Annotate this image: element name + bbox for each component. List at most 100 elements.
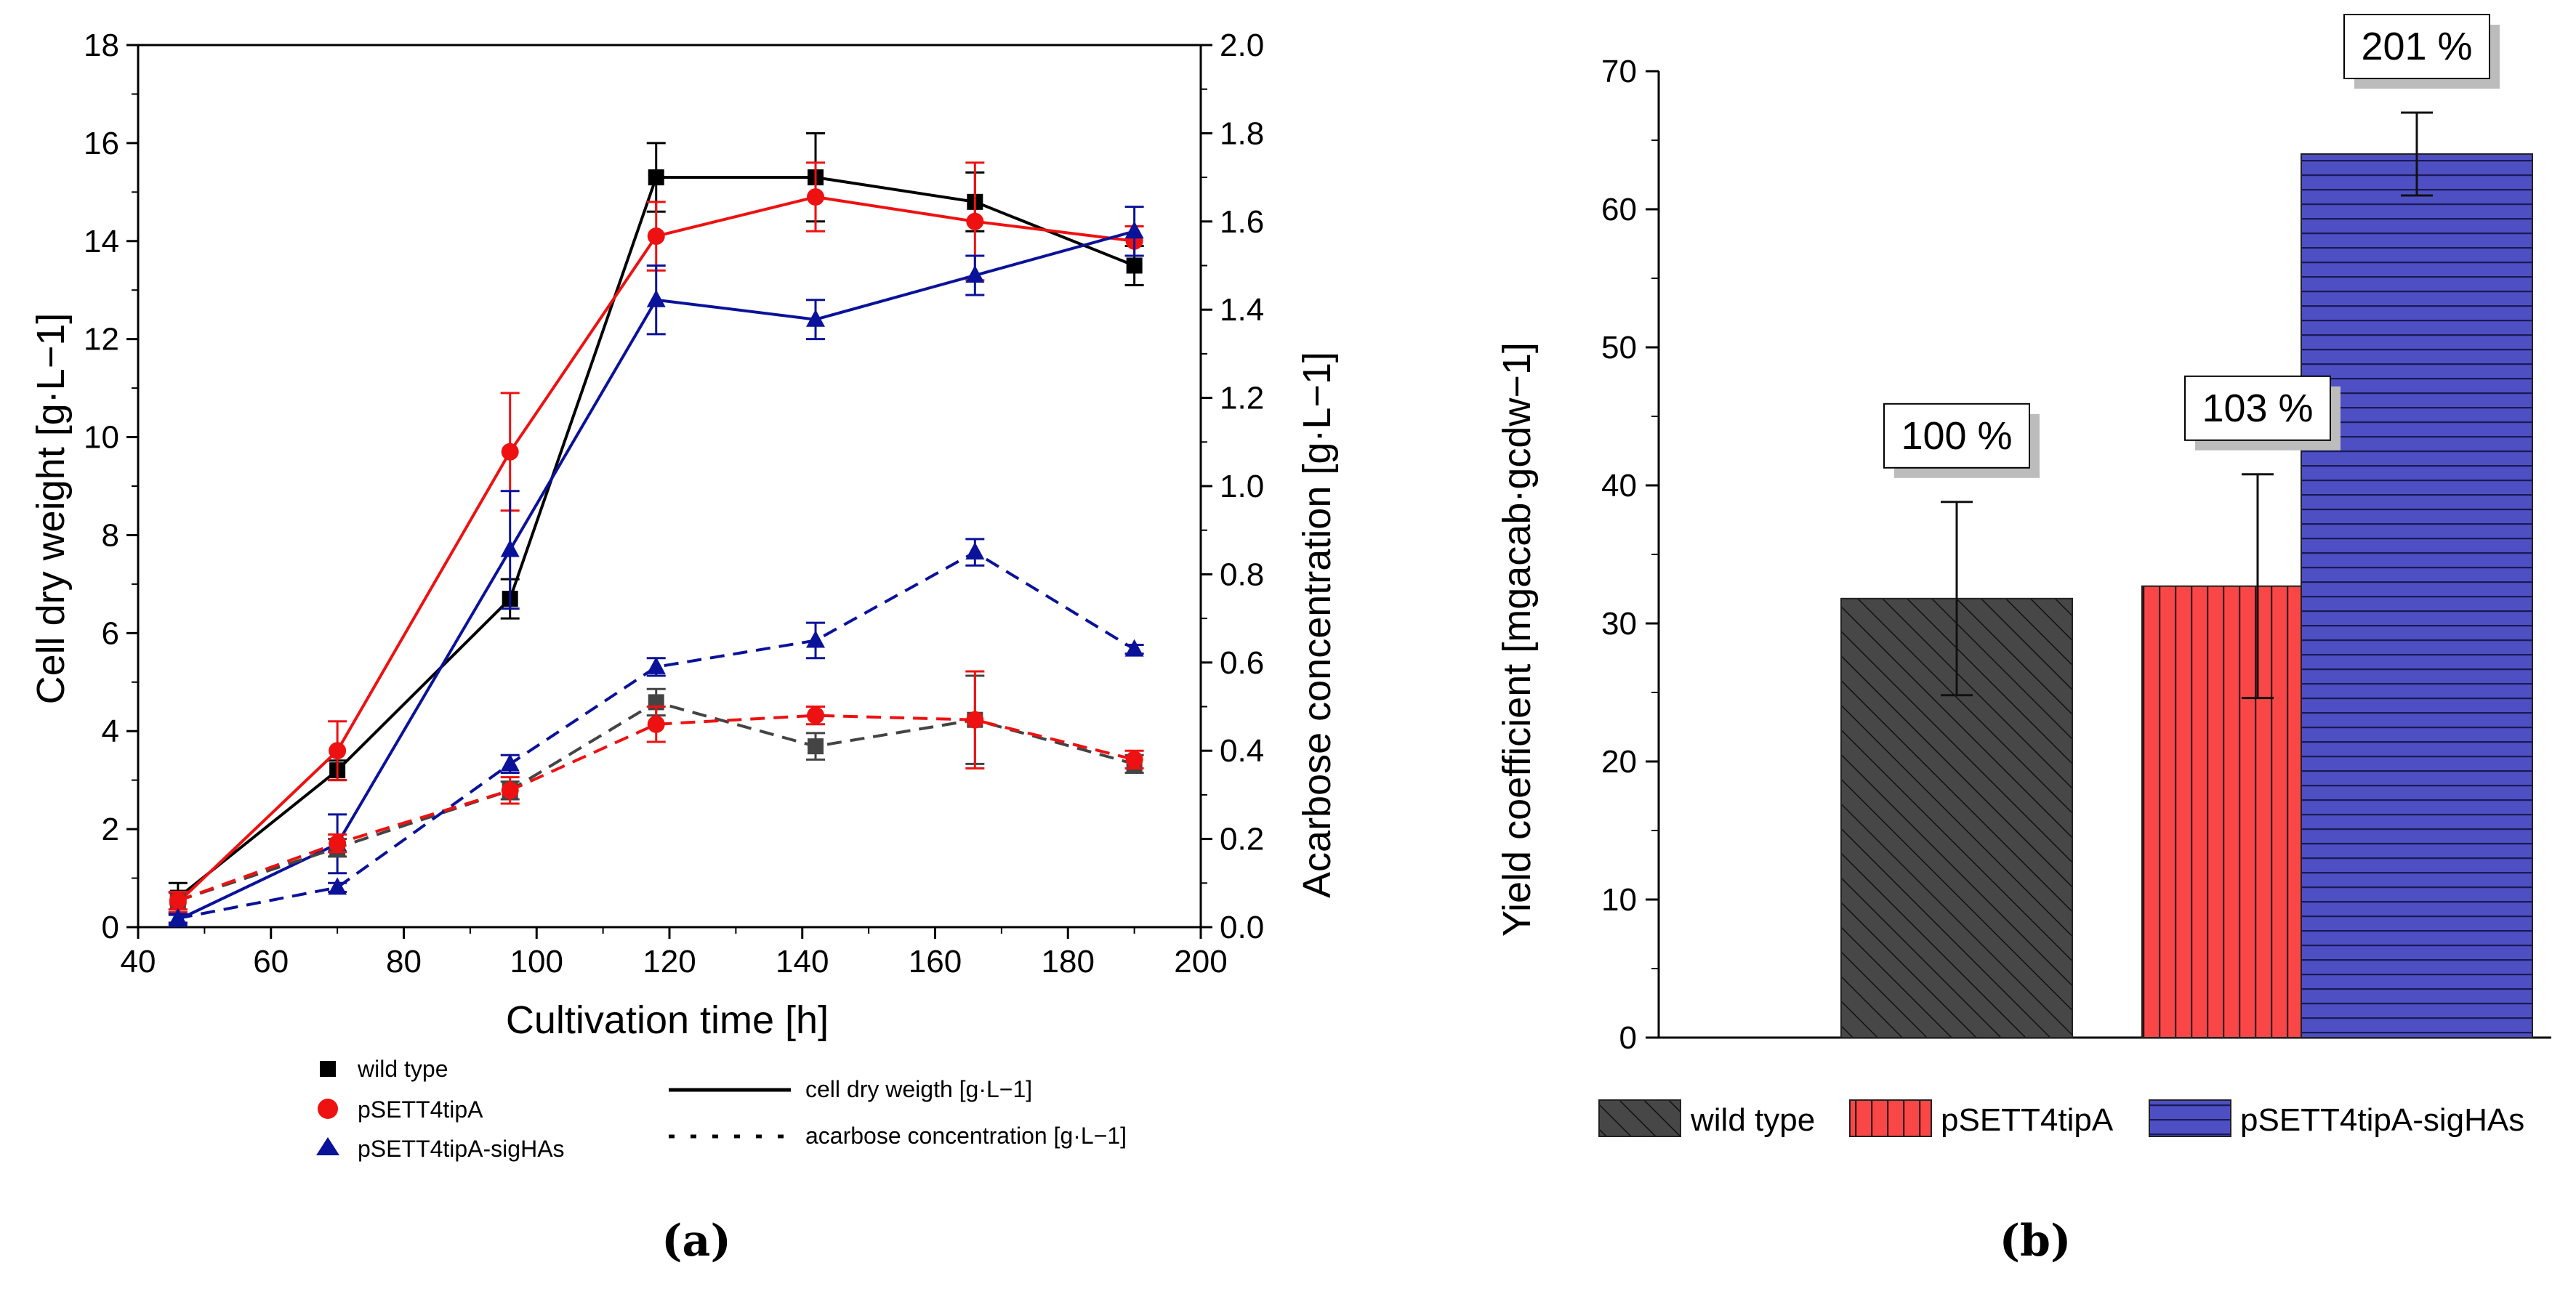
legend-b-tipA-label: pSETT4tipA	[1941, 1102, 2114, 1138]
panel-b-legend: wild type pSETT4tipA pSETT4tipA-sigHAs	[1598, 1099, 2524, 1138]
legend-wild-type-square-marker	[320, 1061, 336, 1077]
data-point-square	[808, 738, 824, 755]
series-acarbose-concentration-2	[168, 538, 1144, 926]
right-y-tick-label: 0.0	[1220, 910, 1264, 945]
panel-b-percent-annotations: 100 % 103 % 201 %	[1883, 14, 2500, 478]
left-y-tick-label: 18	[84, 28, 119, 63]
panel-a-right-y-axis-title: Acarbose concentration [g·L−1]	[1295, 352, 1339, 898]
left-y-tick-label: 4	[102, 714, 119, 749]
right-y-tick-label: 0.2	[1220, 822, 1264, 857]
legend-b-sigH-label: pSETT4tipA-sigHAs	[2240, 1102, 2524, 1138]
right-y-tick-label: 1.6	[1220, 204, 1264, 240]
data-point-circle	[807, 188, 825, 206]
panel-a-caption: (a)	[661, 1216, 731, 1266]
legend-sigH-triangle-marker	[316, 1137, 339, 1155]
legend-b-wild-type-label: wild type	[1690, 1102, 1815, 1138]
x-tick-label: 180	[1042, 944, 1095, 979]
left-y-tick-label: 8	[102, 517, 119, 553]
series-line	[177, 714, 1135, 902]
data-point-circle	[329, 742, 347, 760]
data-point-square	[1126, 257, 1143, 274]
bar-3	[2301, 153, 2533, 1038]
legend-b-wild-type-swatch	[1598, 1099, 1681, 1137]
annotation-percent-label: 100 %	[1901, 414, 2012, 458]
left-y-tick-label: 6	[102, 615, 119, 651]
panel-b-bar-chart: 0 10 20 30 40 50 60 70 100 % 103 % 201 % Yield co…	[1495, 14, 2551, 1266]
left-y-tick-label: 0	[102, 910, 119, 945]
legend-b-tipA-swatch	[1849, 1099, 1932, 1137]
data-point-triangle	[965, 264, 985, 283]
data-point-circle	[1125, 751, 1143, 769]
data-point-triangle	[965, 542, 985, 560]
panel-a-legend: wild type pSETT4tipA pSETT4tipA-sigHAs c…	[316, 1056, 1127, 1162]
data-point-triangle	[646, 656, 666, 674]
right-y-tick-label: 1.4	[1220, 292, 1264, 328]
data-point-circle	[966, 711, 984, 729]
right-y-tick-label: 1.2	[1220, 381, 1264, 416]
left-y-tick-label: 16	[84, 126, 119, 161]
x-tick-label: 140	[776, 944, 829, 979]
left-y-tick-label: 14	[84, 224, 119, 259]
panel-b-y-axis-title: Yield coefficient [mgacab·gcdw−1]	[1495, 342, 1539, 937]
panel-b-bars	[1840, 111, 2533, 1038]
data-point-circle	[647, 227, 665, 246]
panel-a-left-y-axis-title: Cell dry weight [g·L−1]	[29, 313, 73, 705]
data-point-circle	[647, 715, 665, 733]
data-point-triangle	[806, 630, 826, 648]
data-point-triangle	[806, 309, 826, 327]
y-tick-label: 50	[1601, 330, 1637, 365]
annotation-box	[2343, 14, 2490, 79]
data-point-triangle	[646, 289, 666, 307]
annotation-box	[2184, 375, 2331, 441]
panel-a-line-chart: 40 60 80 100 120 140 160 180 200 0 2 4 6 8 10 12 14 16 18…	[29, 28, 1339, 1266]
legend-b-sigH-swatch	[2149, 1099, 2231, 1137]
panel-b-y-axis: 0 10 20 30 40 50 60 70	[1601, 54, 2551, 1056]
x-tick-label: 60	[253, 944, 289, 979]
right-y-tick-label: 2.0	[1220, 28, 1264, 63]
data-point-square	[648, 169, 664, 186]
data-point-circle	[501, 781, 519, 799]
y-tick-label: 40	[1601, 468, 1637, 504]
annotation-percent-label: 201 %	[2361, 25, 2472, 68]
legend-tipA-label: pSETT4tipA	[358, 1096, 483, 1123]
legend-wild-type-label: wild type	[357, 1056, 448, 1082]
y-tick-label: 0	[1619, 1020, 1637, 1056]
legend-tipA-circle-marker	[318, 1099, 338, 1119]
panel-a-left-y-axis: 0 2 4 6 8 10 12 14 16 18	[84, 28, 138, 945]
legend-cell-dry-weight-label: cell dry weigth [g·L−1]	[805, 1076, 1032, 1102]
annotation-box	[1883, 403, 2030, 469]
data-point-circle	[501, 443, 519, 461]
panel-a-series	[168, 132, 1144, 927]
data-point-triangle	[1124, 639, 1144, 657]
panel-a-x-axis-title: Cultivation time [h]	[506, 998, 829, 1042]
data-point-triangle	[500, 539, 520, 557]
panel-a-right-y-axis: 0.0 0.2 0.4 0.6 0.8 1.0 1.2 1.4 1.6 1.8 2.0	[1201, 28, 1264, 945]
data-point-triangle	[168, 908, 188, 926]
x-tick-label: 80	[386, 944, 422, 979]
data-point-triangle	[1124, 221, 1144, 239]
right-y-tick-label: 0.4	[1220, 733, 1264, 769]
left-y-tick-label: 12	[84, 322, 119, 357]
x-tick-label: 120	[643, 944, 696, 979]
data-point-circle	[966, 212, 984, 230]
legend-acarbose-label: acarbose concentration [g·L−1]	[805, 1123, 1127, 1149]
legend-sigH-label: pSETT4tipA-sigHAs	[358, 1136, 565, 1162]
panel-b-caption: (b)	[2000, 1216, 2072, 1266]
x-tick-label: 200	[1174, 944, 1227, 979]
data-point-circle	[329, 834, 347, 852]
data-point-circle	[807, 706, 825, 724]
data-point-triangle	[328, 877, 347, 895]
right-y-tick-label: 0.8	[1220, 557, 1264, 592]
x-tick-label: 100	[510, 944, 563, 979]
y-tick-label: 30	[1601, 606, 1637, 642]
right-y-tick-label: 1.8	[1220, 116, 1264, 151]
right-y-tick-label: 0.6	[1220, 645, 1264, 681]
annotation-percent-label: 103 %	[2202, 387, 2313, 430]
y-tick-label: 20	[1601, 744, 1637, 780]
panel-a-x-axis: 40 60 80 100 120 140 160 180 200	[121, 927, 1228, 979]
left-y-tick-label: 10	[84, 420, 119, 456]
data-point-triangle	[500, 753, 520, 772]
x-tick-label: 40	[121, 944, 156, 979]
series-acarbose-concentration-1	[168, 670, 1144, 911]
